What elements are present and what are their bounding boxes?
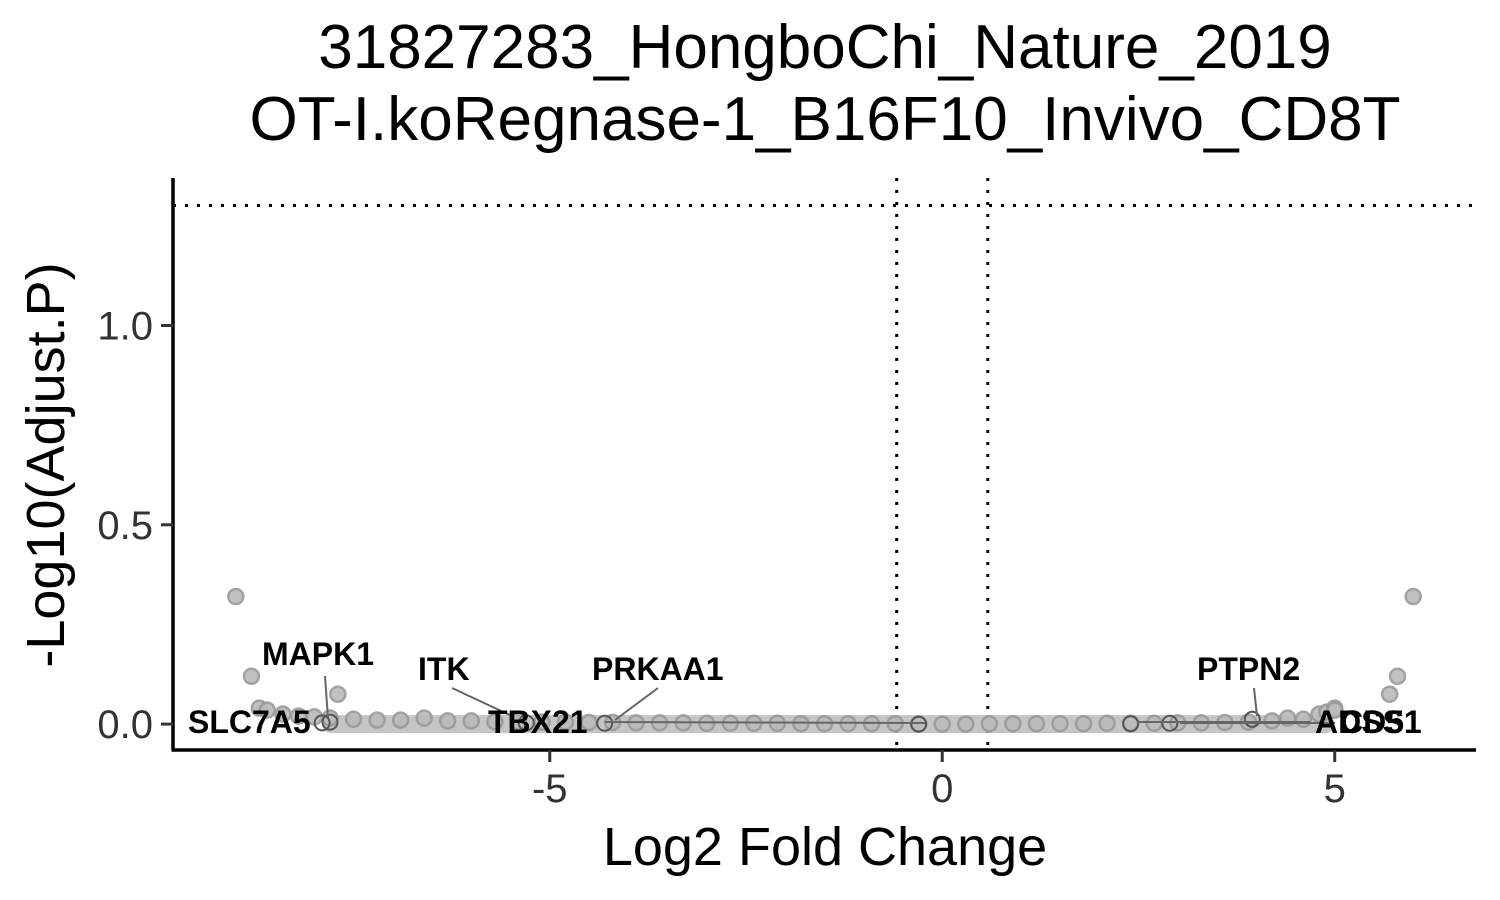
data-point: [415, 709, 433, 727]
gene-label-slc7a5: SLC7A5: [188, 704, 311, 740]
data-point: [462, 712, 481, 730]
gene-label-tbx21: TBX21: [488, 704, 588, 740]
gene-label-ptpn2: PTPN2: [1197, 651, 1300, 687]
data-point: [1294, 710, 1313, 729]
data-point: [1325, 701, 1344, 719]
x-axis-title: Log2 Fold Change: [603, 817, 1047, 877]
gene-label-adss1: ADSS1: [1315, 704, 1422, 740]
data-point: [329, 685, 347, 703]
gene-label-itk: ITK: [418, 651, 470, 687]
data-point: [258, 701, 276, 719]
data-point: [227, 587, 245, 606]
data-point: [1145, 714, 1163, 733]
leader-line-itk: [451, 687, 513, 717]
labeled-point-tbx21: [910, 715, 928, 733]
labeled-point-prkaa1: [596, 714, 614, 732]
data-point: [1098, 714, 1116, 733]
y-axis-title: -Log10(Adjust.P): [16, 262, 76, 667]
data-point: [486, 712, 504, 731]
leader-line-mapk1: [324, 675, 329, 719]
labeled-point-slc7a5: [313, 714, 331, 732]
data-point: [344, 710, 363, 729]
data-point: [556, 713, 575, 731]
data-point: [1074, 714, 1093, 733]
leader-line-ptpn2: [1253, 687, 1258, 717]
axes: -5 0 5 0.0 0.5 1.0: [97, 178, 1476, 811]
data-point: [1404, 587, 1422, 606]
data-point: [1004, 714, 1022, 733]
x-tick-label: 0: [931, 767, 953, 811]
data-point: [1380, 685, 1399, 703]
reference-lines: [173, 178, 1476, 750]
data-point: [980, 714, 999, 733]
leader-line-prkaa1: [614, 687, 659, 721]
data-point: [1027, 714, 1046, 733]
data-point: [792, 714, 810, 733]
data-point: [1263, 712, 1281, 730]
chart-title-line-2: OT-I.koRegnase-1_B16F10_Invivo_CD8T: [249, 85, 1400, 154]
data-point: [438, 712, 457, 730]
data-points: [227, 587, 1422, 734]
labeled-point-ptpn2: [1243, 710, 1261, 728]
data-point: [933, 715, 951, 733]
x-tick-label: -5: [532, 767, 568, 811]
y-tick-label: 0.0: [97, 703, 153, 747]
y-tick-label: 0.5: [97, 504, 153, 548]
data-point: [368, 711, 386, 729]
data-point: [391, 711, 410, 729]
x-tick-label: 5: [1324, 767, 1346, 811]
data-point: [242, 667, 261, 686]
gene-label-prkaa1: PRKAA1: [592, 651, 724, 687]
y-tick-label: 1.0: [97, 304, 153, 348]
data-point: [1051, 714, 1069, 733]
labeled-point-mapk1: [321, 713, 339, 731]
gene-label-cd5: CD5: [1340, 704, 1404, 740]
chart-title-line-1: 31827283_HongboChi_Nature_2019: [318, 13, 1332, 82]
labeled-point-itk: [517, 714, 535, 732]
chart-title: 31827283_HongboChi_Nature_2019 OT-I.koRe…: [249, 13, 1400, 154]
labeled-point-cd5: [1161, 714, 1179, 732]
leader-line-tbx21: [604, 721, 926, 724]
labeled-point-adss1: [1122, 715, 1140, 733]
gene-label-mapk1: MAPK1: [262, 636, 374, 672]
data-point: [1388, 667, 1407, 686]
label-leader-lines: [324, 675, 1335, 724]
data-point: [957, 715, 975, 733]
